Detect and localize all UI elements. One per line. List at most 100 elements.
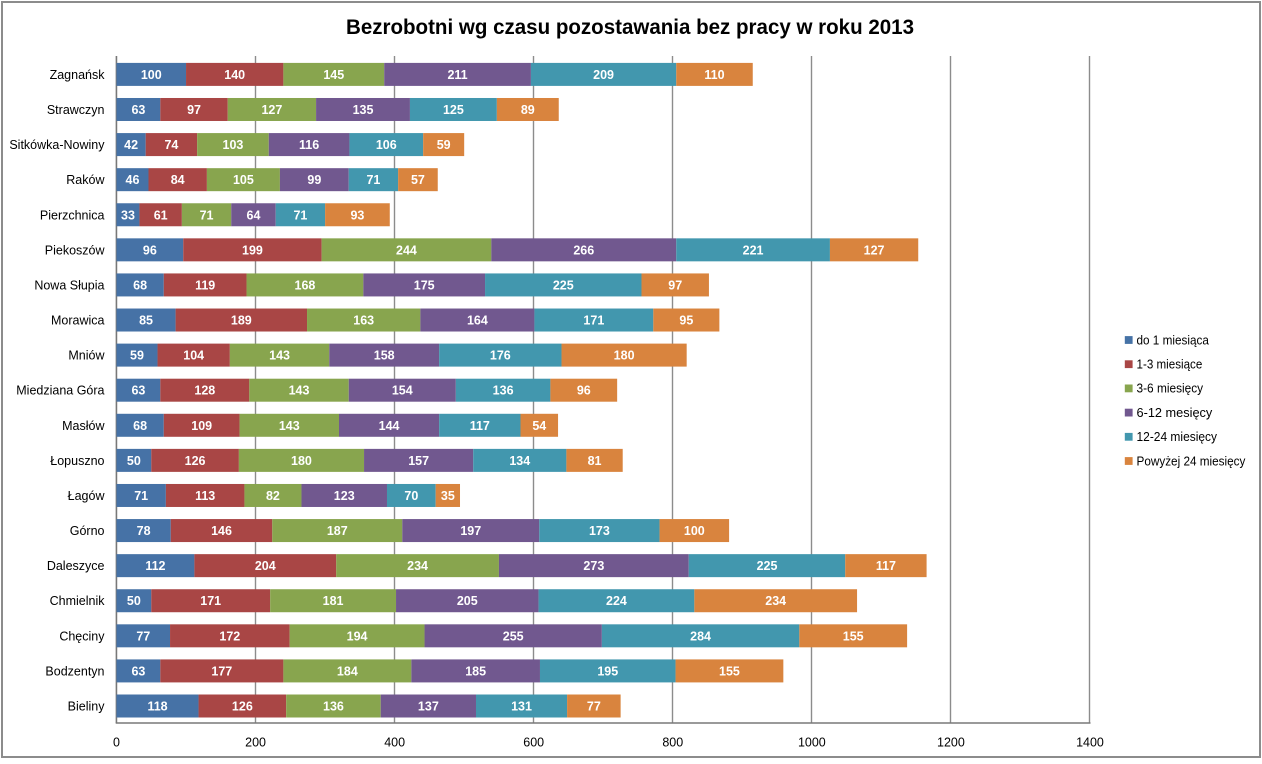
svg-text:do 1 miesiąca: do 1 miesiąca (1137, 332, 1210, 347)
svg-text:168: 168 (295, 278, 316, 292)
svg-text:81: 81 (588, 454, 602, 468)
svg-text:143: 143 (279, 419, 300, 433)
svg-text:Nowa Słupia: Nowa Słupia (34, 278, 104, 292)
svg-text:125: 125 (443, 103, 464, 117)
svg-text:1200: 1200 (937, 736, 965, 750)
svg-text:59: 59 (130, 349, 144, 363)
svg-text:35: 35 (441, 489, 455, 503)
svg-text:180: 180 (614, 349, 635, 363)
svg-text:118: 118 (147, 700, 167, 714)
svg-text:42: 42 (124, 138, 138, 152)
svg-text:205: 205 (457, 594, 478, 608)
svg-text:155: 155 (719, 664, 740, 678)
svg-text:181: 181 (323, 594, 344, 608)
svg-text:Masłów: Masłów (62, 419, 105, 433)
svg-text:77: 77 (136, 629, 150, 643)
svg-text:Łagów: Łagów (68, 489, 106, 503)
svg-text:126: 126 (185, 454, 206, 468)
svg-text:Bezrobotni wg czasu pozostawan: Bezrobotni wg czasu pozostawania bez pra… (346, 16, 914, 39)
svg-text:1400: 1400 (1076, 736, 1104, 750)
svg-text:6-12 mesięcy: 6-12 mesięcy (1137, 405, 1213, 420)
svg-text:273: 273 (583, 559, 604, 573)
svg-text:3-6 miesięcy: 3-6 miesięcy (1137, 381, 1204, 396)
svg-text:59: 59 (437, 138, 451, 152)
svg-text:89: 89 (521, 103, 535, 117)
svg-text:104: 104 (183, 349, 204, 363)
svg-text:266: 266 (573, 243, 594, 257)
svg-text:Górno: Górno (70, 524, 105, 538)
svg-text:12-24 miesięcy: 12-24 miesięcy (1137, 429, 1218, 444)
svg-text:46: 46 (126, 173, 140, 187)
svg-text:63: 63 (131, 103, 145, 117)
svg-text:255: 255 (503, 629, 524, 643)
svg-text:195: 195 (597, 664, 618, 678)
svg-text:77: 77 (587, 700, 601, 714)
svg-text:209: 209 (593, 68, 614, 82)
svg-text:33: 33 (121, 208, 135, 222)
svg-text:154: 154 (392, 384, 413, 398)
svg-text:50: 50 (127, 454, 141, 468)
svg-text:103: 103 (223, 138, 244, 152)
svg-text:82: 82 (266, 489, 280, 503)
svg-text:Raków: Raków (66, 173, 105, 187)
svg-text:143: 143 (269, 349, 290, 363)
svg-text:Piekoszów: Piekoszów (45, 243, 106, 257)
svg-text:63: 63 (131, 664, 145, 678)
svg-text:194: 194 (347, 629, 368, 643)
svg-text:400: 400 (384, 736, 405, 750)
svg-text:106: 106 (376, 138, 397, 152)
svg-text:57: 57 (411, 173, 425, 187)
svg-text:78: 78 (137, 524, 151, 538)
svg-text:146: 146 (211, 524, 232, 538)
svg-text:109: 109 (191, 419, 212, 433)
svg-text:Łopuszno: Łopuszno (50, 454, 104, 468)
svg-text:96: 96 (143, 243, 157, 257)
svg-text:95: 95 (679, 314, 693, 328)
svg-text:117: 117 (470, 419, 490, 433)
svg-text:284: 284 (690, 629, 711, 643)
svg-text:221: 221 (743, 243, 764, 257)
svg-text:184: 184 (337, 664, 358, 678)
svg-text:Bodzentyn: Bodzentyn (45, 664, 104, 678)
svg-text:185: 185 (465, 664, 486, 678)
svg-text:96: 96 (577, 384, 591, 398)
svg-text:144: 144 (379, 419, 400, 433)
svg-text:180: 180 (291, 454, 312, 468)
svg-text:97: 97 (187, 103, 201, 117)
svg-text:110: 110 (704, 68, 724, 82)
svg-text:224: 224 (606, 594, 627, 608)
svg-text:164: 164 (467, 314, 488, 328)
svg-text:171: 171 (583, 314, 604, 328)
svg-text:1-3 miesiące: 1-3 miesiące (1137, 357, 1203, 372)
svg-text:197: 197 (460, 524, 481, 538)
svg-text:126: 126 (232, 700, 253, 714)
svg-text:127: 127 (864, 243, 885, 257)
svg-text:100: 100 (141, 68, 162, 82)
svg-text:187: 187 (327, 524, 348, 538)
svg-text:Zagnańsk: Zagnańsk (50, 68, 106, 82)
svg-text:136: 136 (493, 384, 514, 398)
svg-text:199: 199 (242, 243, 263, 257)
svg-text:71: 71 (293, 208, 307, 222)
svg-text:112: 112 (145, 559, 165, 573)
svg-text:204: 204 (255, 559, 276, 573)
svg-text:0: 0 (113, 736, 120, 750)
svg-text:127: 127 (261, 103, 282, 117)
svg-text:70: 70 (404, 489, 418, 503)
svg-text:155: 155 (843, 629, 864, 643)
svg-text:131: 131 (511, 700, 532, 714)
svg-text:211: 211 (447, 68, 467, 82)
svg-text:200: 200 (245, 736, 266, 750)
svg-text:234: 234 (765, 594, 786, 608)
svg-text:137: 137 (418, 700, 439, 714)
svg-text:157: 157 (408, 454, 429, 468)
svg-text:71: 71 (134, 489, 148, 503)
svg-text:1000: 1000 (798, 736, 826, 750)
svg-text:143: 143 (289, 384, 310, 398)
svg-text:135: 135 (353, 103, 374, 117)
svg-text:100: 100 (684, 524, 705, 538)
svg-text:171: 171 (200, 594, 221, 608)
svg-text:61: 61 (154, 208, 168, 222)
svg-text:175: 175 (414, 278, 435, 292)
svg-text:63: 63 (131, 384, 145, 398)
